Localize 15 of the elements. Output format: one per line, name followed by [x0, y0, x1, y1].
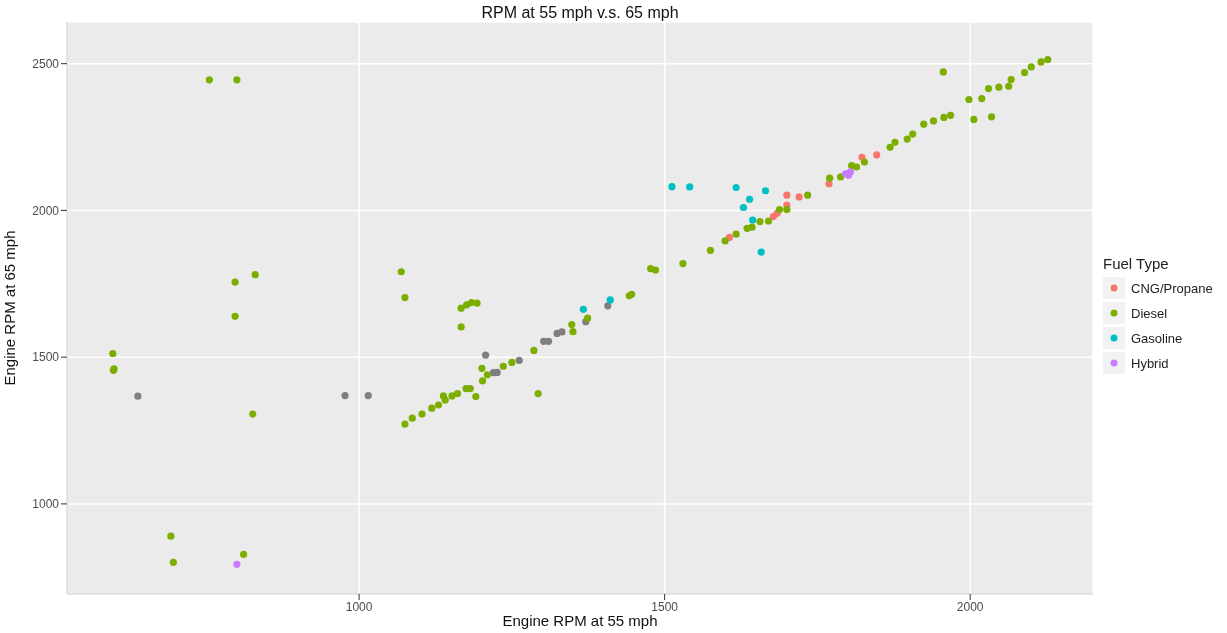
chart-title: RPM at 55 mph v.s. 65 mph — [480, 4, 680, 22]
x-tick-label: 1000 — [345, 599, 373, 614]
y-tick-label: 1000 — [32, 497, 60, 512]
legend-label: CNG/Propane — [1131, 280, 1213, 296]
y-axis-title: Engine RPM at 65 mph — [1, 230, 19, 386]
legend-label: Hybrid — [1131, 355, 1169, 371]
x-axis-title: Engine RPM at 55 mph — [502, 612, 658, 629]
y-tick-label: 2500 — [32, 56, 60, 71]
y-tick-label: 2000 — [32, 203, 60, 218]
x-tick-label: 2000 — [956, 599, 984, 614]
legend-label: Diesel — [1131, 305, 1168, 321]
legend-label: Gasoline — [1131, 330, 1183, 346]
x-tick-label: 1500 — [651, 599, 679, 614]
legend-title: Fuel Type — [1103, 254, 1170, 272]
y-tick-label: 1500 — [32, 350, 60, 365]
